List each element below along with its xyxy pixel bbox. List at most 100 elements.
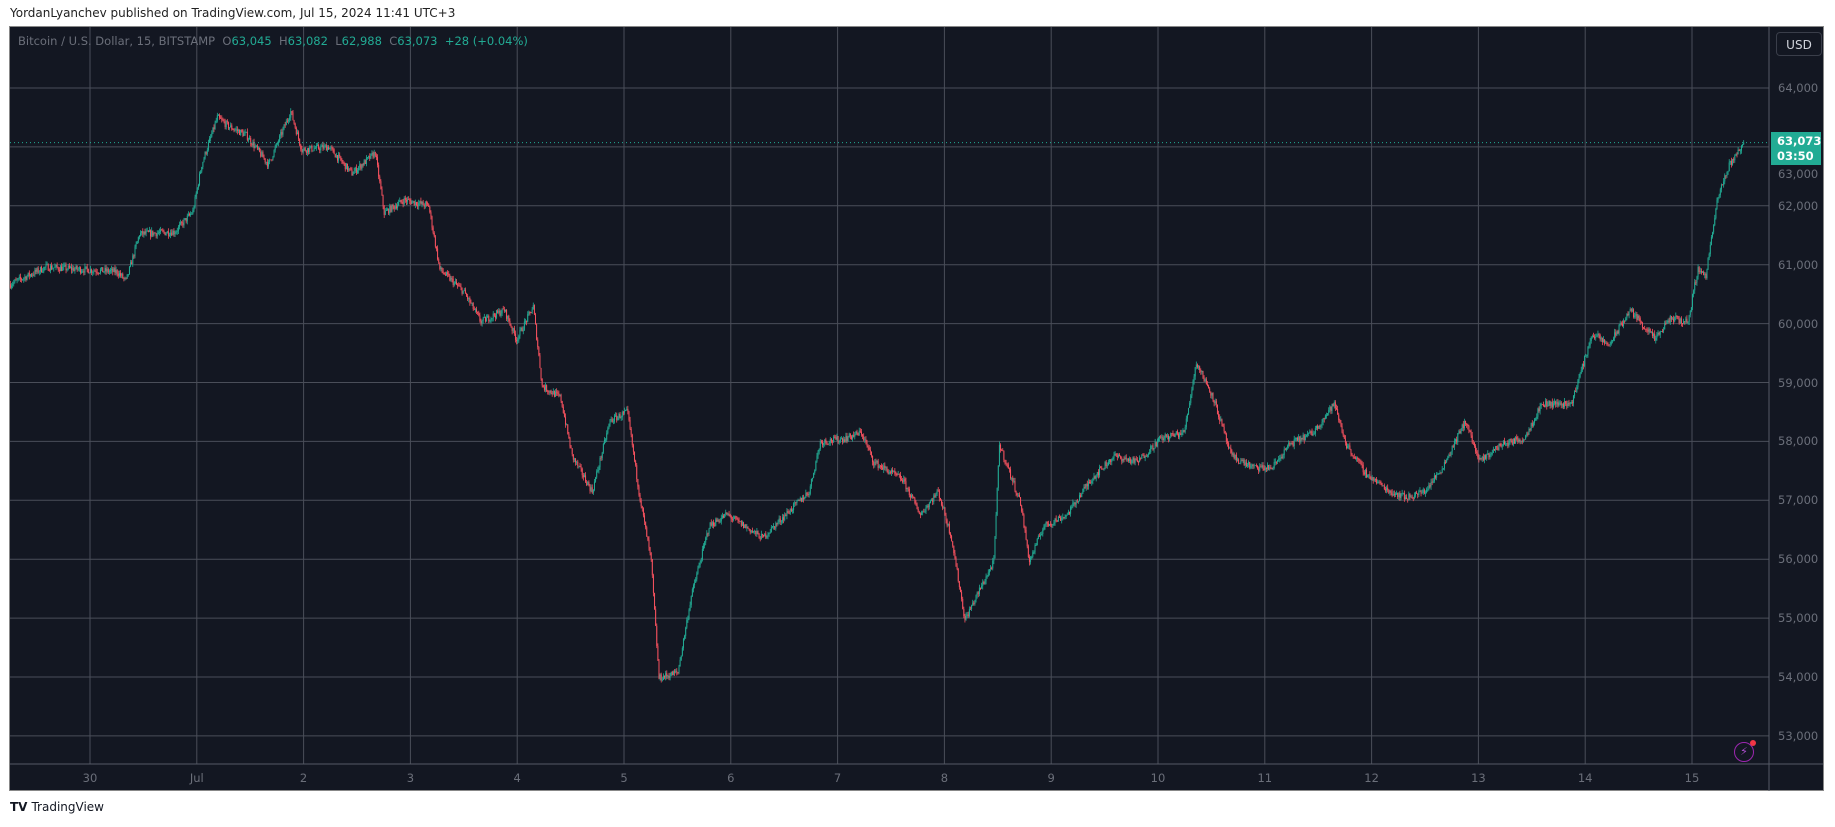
candle-body: [1214, 401, 1216, 404]
last-price-value: 63,073: [1777, 133, 1822, 148]
candle-body: [1541, 404, 1543, 406]
candle-body: [746, 526, 748, 529]
candle-body: [748, 528, 750, 530]
time-axis-label: 30: [82, 771, 98, 785]
candle-body: [1291, 443, 1293, 445]
candle-body: [148, 230, 150, 232]
candle-body: [1589, 340, 1591, 346]
candle-body: [561, 401, 563, 407]
candle-body: [439, 262, 441, 269]
candle-body: [1017, 495, 1019, 496]
candle-body: [573, 458, 575, 460]
candle-body: [1629, 309, 1631, 312]
candle-body: [1698, 267, 1700, 273]
candle-body: [1703, 271, 1705, 275]
currency-button[interactable]: USD: [1776, 32, 1822, 56]
candle-body: [545, 385, 547, 390]
candle-body: [1073, 502, 1075, 504]
candle-body: [1616, 331, 1618, 336]
candle-body: [1631, 309, 1633, 311]
candle-body: [1577, 380, 1579, 388]
candle-body: [912, 495, 914, 497]
candle-body: [59, 266, 61, 272]
candle-body: [1446, 459, 1448, 463]
candle-body: [473, 308, 475, 310]
candle-body: [484, 316, 486, 322]
candle-body: [882, 467, 884, 470]
candle-body: [992, 560, 994, 569]
candle-body: [52, 268, 54, 270]
candle-body: [650, 553, 652, 560]
time-axis-label: 5: [620, 771, 628, 785]
candle-body: [1324, 415, 1326, 420]
candle-body: [407, 199, 409, 202]
candle-body: [1675, 315, 1677, 317]
candle-body: [1442, 468, 1444, 470]
candle-body: [953, 545, 955, 553]
lightning-alert-icon[interactable]: ⚡: [1734, 740, 1756, 762]
candle-body: [949, 533, 951, 536]
candle-body: [1734, 155, 1736, 161]
candle-body: [458, 285, 460, 287]
candle-body: [196, 187, 198, 194]
candle-body: [1262, 465, 1264, 469]
symbol-name[interactable]: Bitcoin / U.S. Dollar, 15, BITSTAMP: [18, 34, 216, 48]
candle-body: [1525, 435, 1527, 440]
candle-body: [1212, 392, 1214, 401]
candle-body: [1258, 468, 1260, 471]
chart-pane[interactable]: [9, 26, 1824, 791]
candle-body: [1282, 455, 1284, 458]
candle-body: [1514, 438, 1515, 444]
candle-body: [1480, 458, 1482, 459]
candle-body: [793, 503, 795, 511]
candle-body: [1079, 495, 1081, 502]
candle-body: [597, 470, 599, 472]
candle-body: [1430, 481, 1432, 487]
candle-body: [1387, 487, 1389, 491]
candle-body: [19, 276, 21, 279]
candle-body: [1337, 409, 1339, 415]
candle-body: [24, 276, 26, 279]
candle-body: [1141, 454, 1143, 459]
candle-body: [1320, 424, 1322, 427]
candle-body: [926, 505, 928, 508]
candle-body: [1493, 449, 1495, 450]
candle-body: [828, 442, 830, 444]
candle-body: [1309, 431, 1311, 434]
candle-body: [111, 268, 113, 271]
price-axis-label: 58,000: [1778, 434, 1819, 449]
candle-body: [833, 436, 835, 442]
time-axis-label: 9: [1047, 771, 1055, 785]
candle-body: [1152, 445, 1154, 450]
candle-body: [914, 498, 916, 504]
candle-body: [532, 305, 534, 310]
candle-body: [891, 470, 892, 473]
candle-body: [1367, 475, 1369, 478]
candle-body: [1303, 435, 1305, 441]
candle-body: [1348, 445, 1350, 447]
candle-body: [42, 271, 44, 273]
candle-body: [1038, 535, 1040, 537]
candle-body: [709, 522, 711, 529]
candle-body: [274, 147, 276, 151]
candle-body: [824, 439, 826, 444]
candle-body: [842, 438, 844, 442]
candle-body: [37, 268, 39, 273]
candle-body: [1119, 454, 1121, 456]
candle-body: [94, 270, 96, 272]
candle-body: [547, 391, 549, 393]
candle-body: [697, 568, 699, 574]
candle-body: [1733, 159, 1735, 161]
candle-body: [360, 164, 362, 169]
candle-body: [74, 268, 76, 272]
candle-body: [339, 154, 341, 157]
candle-body: [775, 523, 777, 529]
candle-body: [1021, 505, 1023, 512]
candle-body: [204, 152, 206, 159]
candle-body: [670, 671, 672, 676]
candle-body: [638, 486, 640, 495]
candle-body: [1627, 314, 1629, 316]
candle-body: [261, 152, 263, 157]
candle-body: [1450, 451, 1452, 456]
